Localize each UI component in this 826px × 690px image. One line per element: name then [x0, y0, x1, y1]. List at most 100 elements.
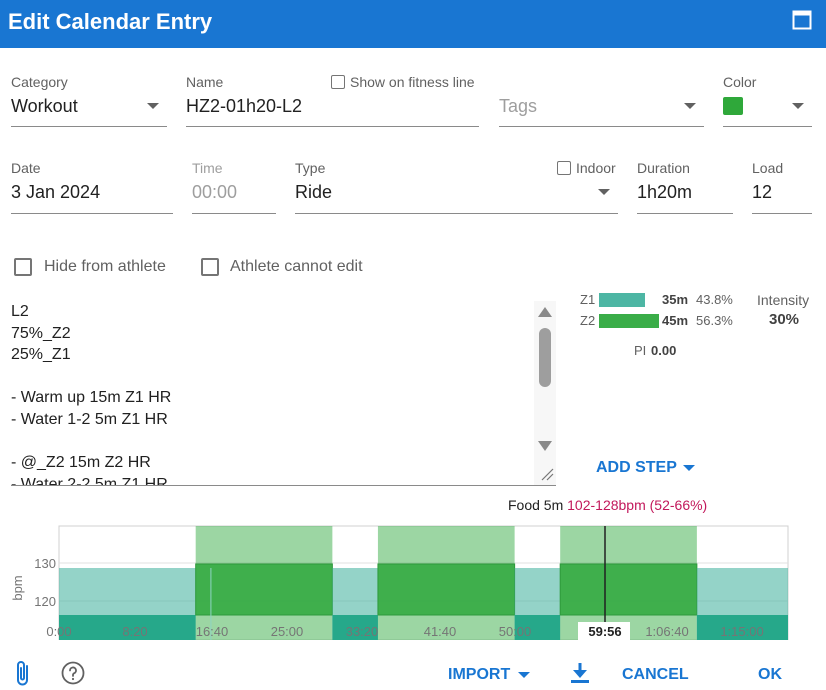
title-bar: Edit Calendar Entry	[0, 0, 826, 48]
load-underline	[752, 213, 812, 214]
color-label: Color	[723, 74, 757, 90]
cancel-button[interactable]: CANCEL	[622, 666, 689, 683]
zone-percent: 43.8%	[696, 292, 733, 307]
duration-underline	[637, 213, 733, 214]
color-dropdown-icon[interactable]	[792, 103, 804, 109]
type-underline	[295, 213, 618, 214]
chart-step-bar	[514, 615, 561, 640]
category-underline	[11, 126, 167, 127]
food-label: Food 5m	[508, 497, 564, 513]
tags-input[interactable]: Tags	[499, 96, 538, 116]
hide-from-athlete-checkbox[interactable]	[14, 258, 32, 276]
indoor-label: Indoor	[576, 160, 616, 176]
add-step-label: ADD STEP	[596, 459, 677, 476]
description-line: 25%_Z1	[11, 346, 71, 364]
zone-name: Z2	[580, 313, 596, 328]
chart-step-bar	[696, 615, 788, 640]
download-icon[interactable]	[570, 662, 590, 684]
scroll-down-icon[interactable]	[538, 441, 552, 451]
chart-xtick: 59:56	[588, 624, 621, 639]
chart-xtick: 41:40	[424, 624, 457, 639]
description-textarea[interactable]: L2 75%_Z2 25%_Z1 - Warm up 15m Z1 HR - Wate…	[11, 301, 526, 485]
time-underline	[192, 213, 276, 214]
chart-step-bar	[559, 563, 698, 616]
show-on-fitness-line-label: Show on fitness line	[350, 74, 475, 90]
load-label: Load	[752, 160, 784, 176]
dialog-title: Edit Calendar Entry	[8, 9, 213, 34]
description-line: - @_Z2 15m Z2 HR	[11, 454, 151, 472]
load-input[interactable]: 12	[752, 182, 773, 202]
category-value[interactable]: Workout	[11, 96, 78, 116]
hide-from-athlete-label: Hide from athlete	[44, 258, 166, 275]
category-dropdown-icon[interactable]	[147, 103, 159, 109]
help-icon[interactable]	[61, 661, 85, 685]
description-line: 75%_Z2	[11, 324, 71, 342]
type-dropdown-icon[interactable]	[598, 189, 610, 195]
food-range: 102-128bpm (52-66%)	[567, 497, 708, 513]
ok-button[interactable]: OK	[758, 666, 782, 683]
time-label: Time	[192, 160, 223, 176]
tags-dropdown-icon[interactable]	[684, 103, 696, 109]
chart-xtick: 1:06:40	[645, 624, 688, 639]
category-label: Category	[11, 74, 68, 90]
chart-xtick: 1:15:00	[720, 624, 763, 639]
chart-step-bar	[59, 615, 196, 640]
chart-xtick: 0:00	[46, 624, 71, 639]
color-underline	[723, 126, 812, 127]
chart-ytick: 130	[34, 556, 56, 571]
chart-step-bar	[377, 563, 516, 616]
color-swatch[interactable]	[723, 97, 743, 115]
zone-time: 45m	[662, 313, 689, 328]
description-line: L2	[11, 303, 29, 320]
chart-xtick: 16:40	[196, 624, 229, 639]
workout-chart[interactable]: bpm 120 130 0:00 8:20 16:40 25:00 33:20 41:40 50:…	[0, 518, 826, 640]
description-underline	[11, 485, 556, 486]
athlete-cannot-edit-checkbox[interactable]	[201, 258, 219, 276]
time-input[interactable]: 00:00	[192, 182, 238, 202]
add-step-dropdown-icon[interactable]	[683, 465, 695, 471]
description-line: - Water 2-2 5m Z1 HR	[11, 475, 168, 485]
description-line: - Warm up 15m Z1 HR	[11, 389, 172, 407]
date-input[interactable]: 3 Jan 2024	[11, 182, 101, 202]
chart-xtick: 25:00	[271, 624, 304, 639]
athlete-cannot-edit-label: Athlete cannot edit	[230, 258, 363, 275]
import-label: IMPORT	[448, 666, 511, 683]
name-input[interactable]: HZ2-01h20-L2	[186, 96, 303, 116]
zone-time: 35m	[662, 292, 689, 307]
type-label: Type	[295, 160, 326, 176]
description-line: - Water 1-2 5m Z1 HR	[11, 410, 168, 428]
chart-xtick: 33:20	[346, 624, 379, 639]
zone-name: Z1	[580, 292, 596, 307]
chart-ytick: 120	[34, 594, 56, 609]
import-dropdown-icon[interactable]	[518, 672, 530, 678]
name-label: Name	[186, 74, 224, 90]
zone-bar	[599, 293, 645, 307]
resize-handle-icon[interactable]	[538, 465, 554, 481]
date-label: Date	[11, 160, 41, 176]
zone-percent: 56.3%	[696, 313, 733, 328]
description-line	[11, 366, 526, 388]
scroll-up-icon[interactable]	[538, 307, 552, 317]
chart-step-bar	[332, 615, 378, 640]
zone-bar	[599, 314, 659, 328]
maximize-icon[interactable]	[792, 10, 812, 30]
name-underline	[186, 126, 479, 127]
duration-input[interactable]: 1h20m	[637, 182, 693, 202]
food-info: Food 5m 102-128bpm (52-66%)	[508, 497, 707, 513]
description-scrollbar[interactable]	[534, 301, 556, 485]
chart-xtick: 8:20	[122, 624, 147, 639]
chart-cursor-label-bg	[578, 622, 630, 640]
intensity-label: Intensity	[757, 292, 810, 308]
attachment-icon[interactable]	[13, 660, 33, 688]
chart-ylabel: bpm	[10, 575, 25, 600]
pi-label: PI	[634, 343, 647, 358]
chart-xtick: 50:00	[499, 624, 532, 639]
date-underline	[11, 213, 173, 214]
type-value[interactable]: Ride	[295, 182, 333, 202]
show-on-fitness-line-checkbox[interactable]	[331, 75, 345, 89]
duration-label: Duration	[637, 160, 690, 176]
scrollbar-thumb[interactable]	[539, 328, 551, 387]
tags-underline	[499, 126, 704, 127]
pi-value: 0.00	[651, 343, 677, 358]
indoor-checkbox[interactable]	[557, 161, 571, 175]
